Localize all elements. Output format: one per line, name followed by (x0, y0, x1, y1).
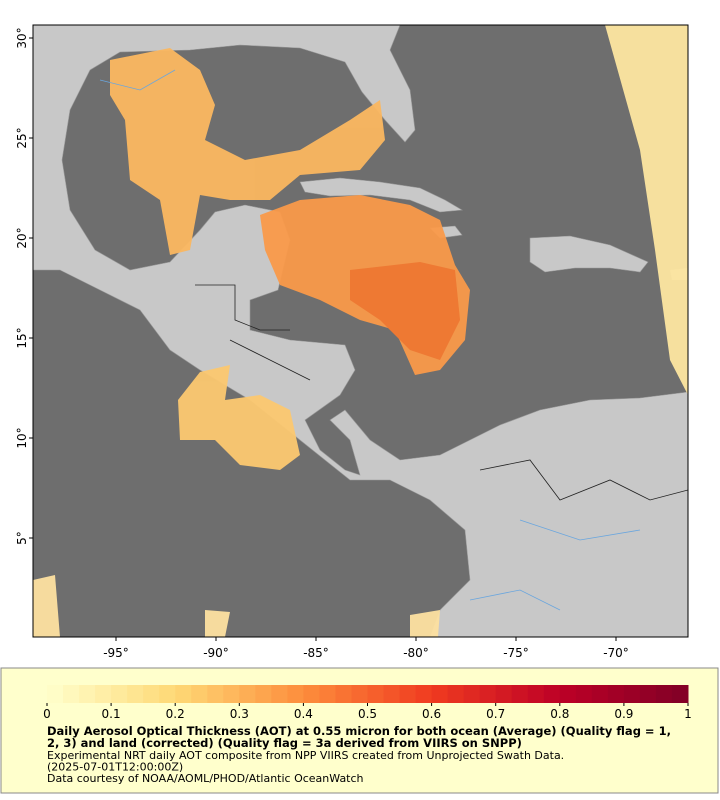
colorbar-step (495, 685, 513, 703)
colorbar-step (159, 685, 176, 703)
x-tick-label: -95° (103, 646, 129, 660)
colorbar-step (239, 685, 256, 703)
colorbar-step (479, 685, 497, 703)
colorbar-step (351, 685, 368, 703)
colorbar-step (543, 685, 561, 703)
colorbar-step (287, 685, 304, 703)
colorbar-step (655, 685, 673, 703)
colorbar-step (415, 685, 433, 703)
colorbar-tick-label: 0.6 (422, 707, 441, 721)
x-tick-label: -90° (203, 646, 229, 660)
colorbar-step (335, 685, 352, 703)
colorbar-step (127, 685, 144, 703)
colorbar-step (47, 685, 64, 703)
caption-line: (2025-07-01T12:00:00Z) (47, 761, 183, 774)
aot-field (33, 25, 688, 637)
aot-swath (605, 25, 688, 395)
colorbar-step (271, 685, 288, 703)
colorbar-tick-label: 0.2 (166, 707, 185, 721)
aot-patch (110, 48, 385, 255)
colorbar-step (223, 685, 240, 703)
colorbar-step (399, 685, 417, 703)
y-tick-label: 30° (15, 27, 29, 48)
colorbar-step (383, 685, 401, 703)
colorbar-step (255, 685, 272, 703)
colorbar-step (431, 685, 449, 703)
caption-title: 2, 3) and land (corrected) (Quality flag… (47, 736, 522, 750)
colorbar-tick-label: 0.4 (294, 707, 313, 721)
colorbar-step (207, 685, 224, 703)
map (33, 25, 688, 637)
colorbar-tick-label: 0 (43, 707, 51, 721)
colorbar-step (367, 685, 385, 703)
colorbar-step (79, 685, 96, 703)
colorbar-step (447, 685, 465, 703)
colorbar-step (671, 685, 689, 703)
y-tick-label: 5° (15, 531, 29, 545)
colorbar-tick-label: 0.5 (358, 707, 377, 721)
x-tick-label: -75° (503, 646, 529, 660)
colorbar-step (63, 685, 80, 703)
caption-title: Daily Aerosol Optical Thickness (AOT) at… (47, 724, 671, 738)
borders (195, 284, 688, 501)
colorbar-step (303, 685, 320, 703)
colorbar-step (559, 685, 577, 703)
x-tick-label: -85° (303, 646, 329, 660)
aot-patch (178, 365, 300, 470)
colorbar-step (143, 685, 160, 703)
colorbar-tick-label: 1 (684, 707, 692, 721)
colorbar-step (623, 685, 641, 703)
colorbar-step (639, 685, 657, 703)
map-frame (32, 24, 689, 638)
colorbar-step (175, 685, 192, 703)
colorbar-tick-label: 0.7 (486, 707, 505, 721)
colorbar-step (575, 685, 593, 703)
colorbar-step (607, 685, 625, 703)
axes: -95° -90° -85° -80° -75° -70° 5° 10° 15° 20° 25° 30… (15, 27, 629, 660)
aot-patch (350, 262, 460, 360)
colorbar: 0 0.1 0.2 0.3 0.4 0.5 0.6 0.7 0.8 0.9 1 (43, 685, 692, 721)
colorbar-step (95, 685, 112, 703)
colorbar-tick-label: 0.8 (550, 707, 569, 721)
colorbar-tick-label: 0.3 (230, 707, 249, 721)
colorbar-step (527, 685, 545, 703)
y-tick-label: 20° (15, 227, 29, 248)
y-tick-label: 10° (15, 427, 29, 448)
colorbar-step (511, 685, 529, 703)
rivers (99, 69, 641, 611)
x-tick-label: -70° (603, 646, 629, 660)
colorbar-tick-label: 0.9 (614, 707, 633, 721)
colorbar-tick-label: 0.1 (102, 707, 121, 721)
caption-line: Data courtesy of NOAA/AOML/PHOD/Atlantic… (47, 772, 364, 785)
colorbar-step (591, 685, 609, 703)
x-tick-label: -80° (403, 646, 429, 660)
colorbar-step (111, 685, 128, 703)
caption-line: Experimental NRT daily AOT composite fro… (47, 749, 564, 762)
y-tick-label: 15° (15, 327, 29, 348)
y-tick-label: 25° (15, 127, 29, 148)
colorbar-step (463, 685, 481, 703)
colorbar-step (319, 685, 336, 703)
colorbar-step (191, 685, 208, 703)
